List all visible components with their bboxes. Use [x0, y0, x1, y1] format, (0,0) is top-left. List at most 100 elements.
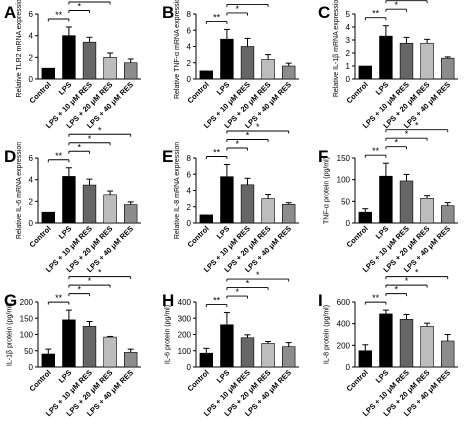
- bar: [358, 211, 372, 224]
- y-tick-label: 300: [178, 314, 192, 323]
- bar: [399, 42, 414, 80]
- y-tick-label: 0: [29, 219, 34, 228]
- bar: [62, 319, 76, 368]
- x-tick-label: LPS: [374, 80, 391, 97]
- bar: [220, 176, 234, 224]
- y-axis-label: TNF-α protein (pg/ml): [324, 157, 331, 224]
- significance-mark: *: [405, 276, 409, 286]
- y-tick-label: 100: [20, 331, 34, 340]
- y-tick-label: 1: [346, 62, 351, 71]
- y-tick-label: 2: [29, 197, 34, 206]
- significance-mark: *: [415, 268, 419, 278]
- y-tick-label: 2: [187, 203, 192, 212]
- y-tick-label: 200: [178, 331, 192, 340]
- y-axis-label: IL-6 protein (pg/ml): [165, 305, 172, 364]
- significance-mark: **: [213, 296, 221, 306]
- bar: [282, 346, 296, 368]
- bar: [379, 175, 393, 224]
- panel-letter: G: [4, 291, 17, 310]
- significance-mark: *: [88, 134, 92, 144]
- y-axis-label: Relative IL-6 mRNA expression: [16, 142, 23, 239]
- y-tick-label: 0: [346, 75, 351, 84]
- y-tick-label: 6: [187, 26, 192, 35]
- y-tick-label: 4: [346, 23, 351, 32]
- bar: [240, 184, 255, 224]
- bar: [420, 42, 434, 80]
- y-tick-label: 5: [346, 10, 351, 19]
- panel-letter: A: [4, 3, 16, 22]
- y-tick-label: 2: [187, 59, 192, 68]
- y-tick-label: 6: [29, 154, 34, 163]
- y-tick-label: 8: [187, 154, 192, 163]
- bar: [399, 180, 414, 224]
- y-tick-label: 50: [24, 347, 33, 356]
- y-tick-label: 600: [337, 298, 351, 307]
- significance-mark: *: [88, 276, 92, 286]
- significance-mark: **: [372, 146, 380, 156]
- y-tick-label: 400: [337, 320, 351, 329]
- x-tick-label: LPS: [57, 80, 74, 97]
- significance-mark: *: [394, 0, 398, 10]
- bar: [441, 205, 455, 224]
- y-tick-label: 0: [346, 363, 351, 372]
- bar: [199, 352, 213, 368]
- bar: [82, 41, 97, 80]
- y-tick-label: 0: [29, 363, 34, 372]
- significance-mark: *: [77, 285, 81, 295]
- bar: [261, 198, 275, 224]
- panel-letter: I: [318, 291, 323, 310]
- significance-mark: **: [55, 293, 63, 303]
- panel-letter: D: [4, 147, 16, 166]
- y-tick-label: 4: [29, 176, 34, 185]
- y-tick-label: 0: [346, 219, 351, 228]
- x-tick-label: LPS: [215, 368, 232, 385]
- significance-mark: **: [213, 12, 221, 22]
- y-tick-label: 4: [187, 43, 192, 52]
- y-tick-label: 0: [187, 75, 192, 84]
- x-tick-label: LPS: [57, 368, 74, 385]
- bar: [220, 324, 234, 368]
- bar: [82, 326, 97, 368]
- significance-mark: *: [256, 270, 260, 280]
- panel-letter: B: [162, 3, 174, 22]
- bar: [62, 176, 76, 224]
- y-axis-label: IL-1β protein (pg/ml): [7, 303, 14, 366]
- y-tick-label: 200: [337, 341, 351, 350]
- x-tick-label: LPS: [215, 224, 232, 241]
- y-tick-label: 0: [29, 75, 34, 84]
- bar: [41, 67, 55, 80]
- y-tick-label: 100: [337, 176, 351, 185]
- y-tick-label: 6: [187, 170, 192, 179]
- y-axis-label: IL-8 protein (pg/ml): [324, 305, 331, 364]
- bar: [379, 35, 393, 80]
- significance-mark: *: [88, 0, 92, 3]
- bar: [82, 184, 97, 224]
- significance-mark: *: [235, 139, 239, 149]
- bar: [41, 211, 55, 224]
- bar: [124, 204, 138, 224]
- significance-mark: **: [372, 9, 380, 19]
- significance-mark: *: [405, 0, 409, 2]
- significance-mark: *: [246, 279, 250, 289]
- significance-mark: **: [213, 148, 221, 158]
- y-tick-label: 200: [20, 298, 34, 307]
- bar: [282, 204, 296, 224]
- bar: [420, 198, 434, 224]
- y-tick-label: 50: [341, 197, 350, 206]
- bar: [199, 70, 213, 80]
- significance-mark: *: [394, 138, 398, 148]
- bar: [358, 65, 372, 80]
- significance-mark: **: [55, 10, 63, 20]
- significance-mark: **: [372, 293, 380, 303]
- significance-mark: *: [256, 122, 260, 132]
- bar: [103, 336, 117, 368]
- bar: [124, 62, 138, 80]
- x-tick-label: LPS: [374, 368, 391, 385]
- y-axis-label: Relative TNF-α mRNA expression: [174, 0, 181, 99]
